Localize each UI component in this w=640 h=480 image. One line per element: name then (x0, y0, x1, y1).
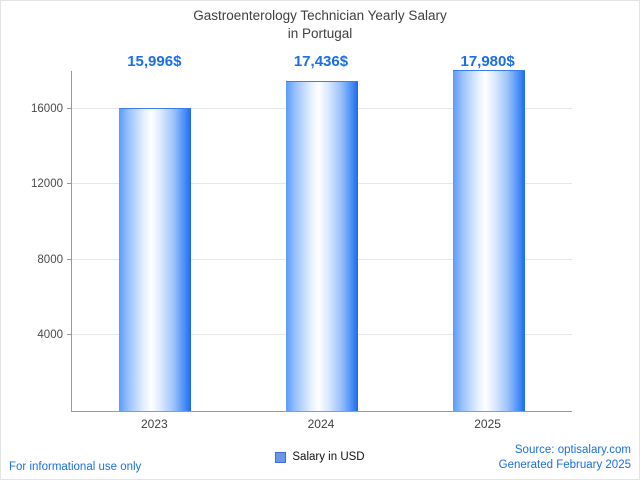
y-tick-mark (67, 107, 72, 109)
y-tick-label: 12000 (31, 178, 63, 191)
legend-swatch-icon (275, 451, 287, 463)
source-link[interactable]: Source: optisalary.com (514, 443, 631, 456)
value-labels: 15,996$ 17,436$ 17,980$ (71, 53, 571, 70)
bar-column (239, 71, 406, 411)
x-axis-tick-label: 2023 (140, 417, 168, 431)
plot-area: 4000 8000 12000 16000 (31, 70, 572, 412)
bar-column (72, 71, 239, 411)
bars (72, 70, 572, 411)
chart-title: Gastroenterology Technician Yearly Salar… (1, 7, 639, 42)
bar-value-label: 15,996$ (127, 53, 182, 70)
bar (285, 80, 358, 411)
y-tick-label: 16000 (31, 102, 63, 115)
x-axis-tick-label: 2025 (474, 417, 501, 431)
source-block: Source: optisalary.com Generated Februar… (499, 443, 631, 474)
chart-title-line2: in Portugal (287, 25, 353, 41)
y-tick-mark (67, 258, 72, 260)
y-tick-label: 4000 (37, 329, 63, 342)
legend-item[interactable]: Salary in USD (1, 451, 639, 463)
generated-date: Generated February 2025 (498, 459, 631, 472)
y-tick-mark (67, 183, 72, 185)
y-tick-label: 8000 (37, 253, 63, 266)
chart-title-line1: Gastroenterology Technician Yearly Salar… (193, 8, 447, 23)
x-axis-tick-label: 2024 (307, 417, 335, 431)
legend-label: Salary in USD (292, 451, 365, 463)
bar (452, 70, 525, 411)
bar-column (405, 70, 572, 411)
bar-value-label: 17,980$ (460, 53, 515, 70)
bar-value-label: 17,436$ (293, 53, 349, 70)
bar (119, 107, 192, 411)
y-tick-mark (67, 334, 72, 336)
disclaimer-text: For informational use only (9, 461, 142, 473)
x-axis-labels: 2023 2024 2025 (71, 417, 571, 431)
